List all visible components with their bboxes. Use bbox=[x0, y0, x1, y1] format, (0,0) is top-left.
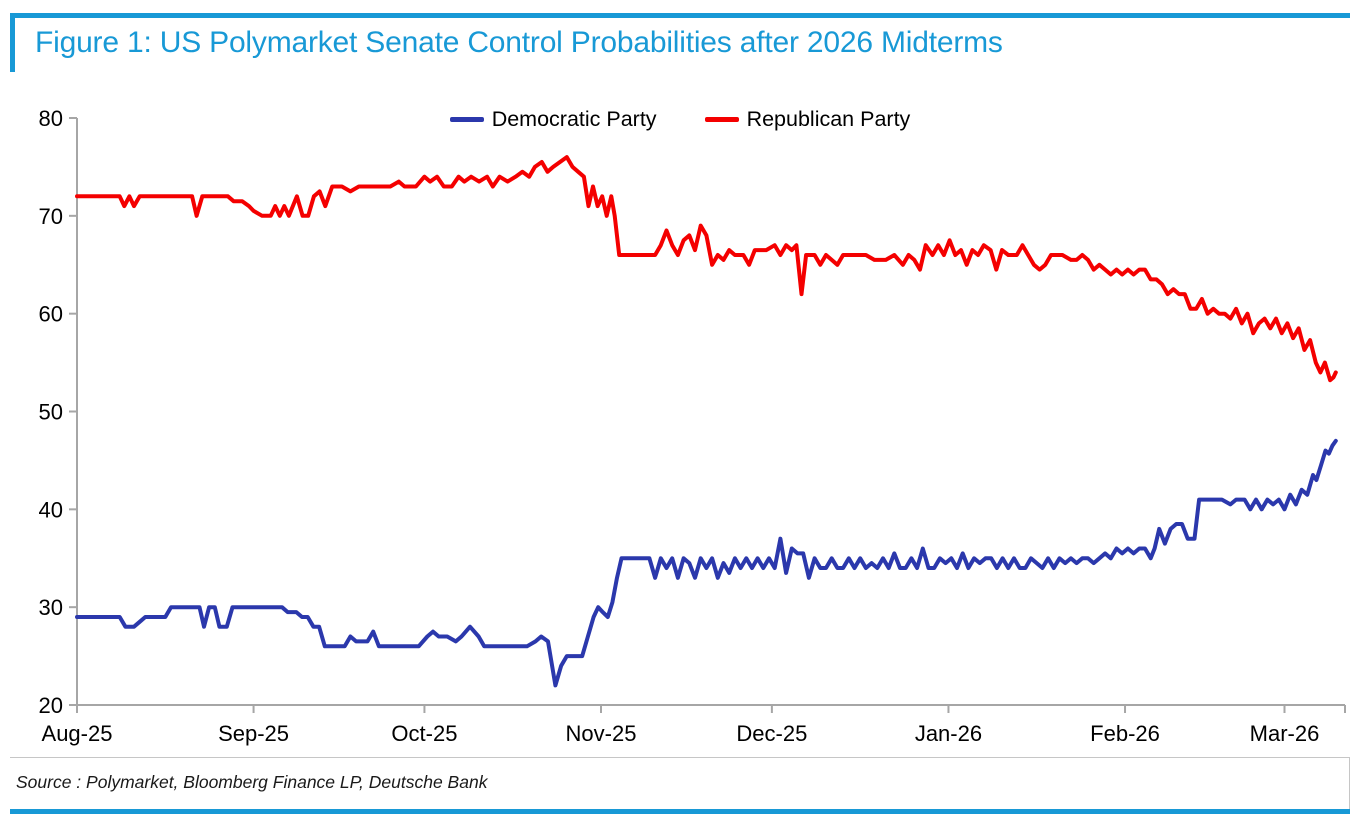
right-edge-rule bbox=[1349, 757, 1350, 810]
legend-label-democratic: Democratic Party bbox=[491, 107, 657, 131]
svg-text:Dec-25: Dec-25 bbox=[736, 721, 807, 746]
svg-text:30: 30 bbox=[39, 595, 63, 620]
svg-text:50: 50 bbox=[39, 400, 63, 425]
legend-item-democratic: Democratic Party bbox=[449, 107, 657, 132]
democratic-line-swatch bbox=[449, 117, 484, 122]
svg-text:Mar-26: Mar-26 bbox=[1250, 721, 1320, 746]
svg-text:80: 80 bbox=[39, 106, 63, 131]
svg-text:Nov-25: Nov-25 bbox=[566, 721, 637, 746]
bottom-accent-bar bbox=[10, 809, 1350, 814]
svg-text:20: 20 bbox=[39, 693, 63, 718]
svg-text:Feb-26: Feb-26 bbox=[1090, 721, 1160, 746]
top-accent-bar bbox=[10, 13, 1350, 18]
svg-text:Sep-25: Sep-25 bbox=[218, 721, 289, 746]
source-note: Source : Polymarket, Bloomberg Finance L… bbox=[16, 772, 488, 792]
svg-text:Oct-25: Oct-25 bbox=[391, 721, 457, 746]
svg-text:60: 60 bbox=[39, 302, 63, 327]
figure-title: Figure 1: US Polymarket Senate Control P… bbox=[35, 26, 1003, 59]
republican-line-swatch bbox=[704, 117, 739, 122]
svg-text:40: 40 bbox=[39, 497, 63, 522]
legend-item-republican: Republican Party bbox=[704, 107, 911, 132]
line-chart: 20 30 40 50 60 70 80 Aug-25 Sep-25 Oct-25 Nov-25 De… bbox=[39, 106, 1346, 746]
svg-text:Jan-26: Jan-26 bbox=[915, 721, 982, 746]
chart-legend: Democratic Party Republican Party bbox=[0, 107, 1360, 132]
figure-header: Figure 1: US Polymarket Senate Control P… bbox=[10, 13, 1350, 72]
svg-text:70: 70 bbox=[39, 204, 63, 229]
svg-text:Aug-25: Aug-25 bbox=[42, 721, 113, 746]
legend-label-republican: Republican Party bbox=[746, 107, 911, 131]
source-divider bbox=[10, 757, 1350, 758]
